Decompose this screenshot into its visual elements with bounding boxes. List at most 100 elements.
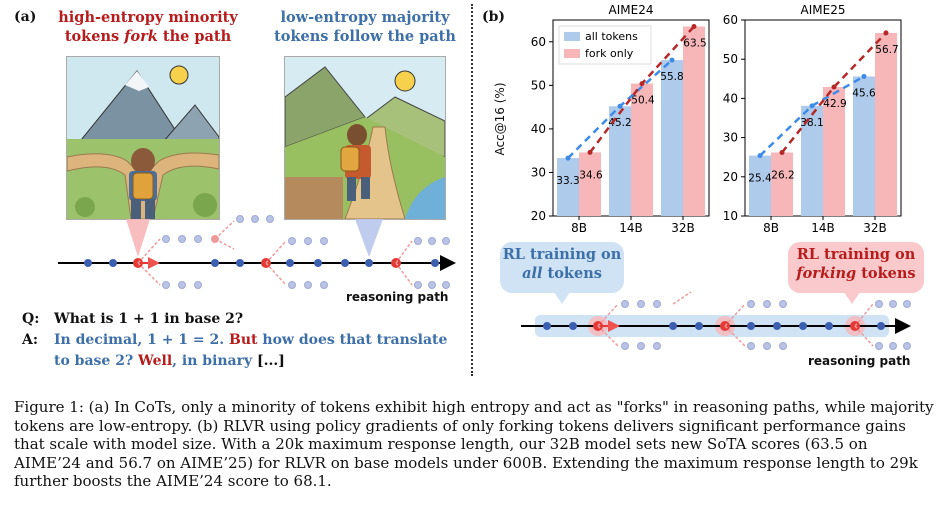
value-label-all: 38.1 [800,117,823,129]
legend-swatch-fork [564,49,580,58]
bar-fork-only [823,87,845,216]
x-tick-label: 32B [671,221,695,235]
bar-fork-only [579,152,601,216]
a-label: A: [22,332,39,348]
value-label-all: 45.6 [852,87,876,99]
path-tokens-a [84,259,439,267]
right-heading-line2: tokens follow the path [274,28,456,45]
legend-label-all: all tokens [585,30,638,43]
right-heading-line1: low-entropy majority [280,9,450,26]
bar-all-tokens [801,105,823,216]
reasoning-path-label-a: reasoning path [346,290,449,304]
trend-point-fork [779,149,785,155]
bar-all-tokens [749,155,771,216]
value-label-fork: 42.9 [823,98,846,110]
bar-all-tokens [853,76,875,216]
legend-label-fork: fork only [585,47,634,60]
legend-swatch-all [564,32,580,41]
trend-point-all [669,57,675,63]
follow-path-illustration [284,56,446,220]
left-heading-line1: high-entropy minority [58,9,238,26]
value-label-fork: 34.6 [579,169,603,181]
y-tick-label: 40 [723,91,738,105]
value-label-all: 25.4 [748,173,772,185]
token-path-diagram-b [521,291,911,350]
question-row: Q: What is 1 + 1 in base 2? [22,309,243,329]
bar-all-tokens [557,158,579,216]
value-label-all: 45.2 [608,117,631,129]
a-line1-part1: In decimal, 1 + 1 = 2. [54,332,230,348]
value-label-fork: 56.7 [875,44,898,56]
value-label-all: 55.8 [660,71,683,83]
follow-spotlight [355,219,383,257]
value-label-fork: 26.2 [771,169,794,181]
a-line2-fork-word: Well [138,353,173,369]
trend-point-fork [831,84,837,90]
a-line1-part2: how does that translate [257,332,448,348]
left-heading-fork: fork [124,28,158,45]
bubble-all-line2: all tokens [500,264,624,283]
token-path-diagram-a [58,215,456,289]
bar-fork-only [875,32,897,216]
chart-title-1: AIME24 [609,3,654,17]
x-tick-label: 8B [571,221,587,235]
bar-fork-only [631,83,653,216]
branch-arrows-a [137,220,413,286]
left-heading-path: the path [157,28,232,45]
trend-point-all [565,155,571,161]
accuracy-charts: AIME24 20 30 40 50 60 33.3 34.6 8B 45.250.4 14B 55.… [531,3,902,235]
x-tick-label: 14B [811,221,835,235]
fork-path-illustration [66,56,220,220]
value-label-fork: 50.4 [631,95,655,107]
right-heading: low-entropy majority tokens follow the p… [265,8,465,46]
left-heading: high-entropy minority tokens fork the pa… [48,8,248,46]
trend-line-fork-only [781,32,887,154]
value-label-all: 33.3 [556,175,579,187]
y-tick-label: 30 [723,131,738,145]
trend-point-fork [883,30,889,36]
value-label-fork: 63.5 [683,38,706,50]
trend-point-fork [639,81,645,87]
x-tick-label: 8B [763,221,779,235]
y-tick-label: 60 [723,13,738,27]
fork-spotlight [126,219,150,257]
bubble-all-tokens: RL training on all tokens [500,242,624,293]
a-line2-part1: to base 2? [54,353,139,369]
bubble-fork-line2: forking tokens [788,264,924,283]
reasoning-path-label-b: reasoning path [808,354,911,368]
y-tick-label: 10 [723,209,738,223]
bubble-all-line1: RL training on [502,246,622,263]
y-tick-label: 40 [531,122,546,136]
y-tick-label: 50 [723,52,738,66]
bubble-all-pointer [554,292,570,304]
answer-row-1: A: In decimal, 1 + 1 = 2. But how does th… [22,330,447,350]
y-tick-label: 20 [723,170,738,184]
bubble-all-tail: tokens [542,265,602,282]
bar-fork-only [771,152,793,216]
trend-point-all [809,103,815,109]
y-tick-label: 50 [531,78,546,92]
bar-all-tokens [609,106,631,216]
a-line1-fork-word: But [229,332,258,348]
trend-point-fork [587,149,593,155]
chart-title-2: AIME25 [801,3,846,17]
panel-b-label: (b) [482,9,506,25]
left-heading-line2: tokens fork the path [48,27,248,46]
bubble-fork-tail: tokens [856,265,916,282]
panel-divider [471,4,473,376]
bubble-fork-pointer [844,292,860,304]
trend-point-fork [691,24,697,30]
bubble-forking-tokens: RL training on forking tokens [788,242,924,293]
figure-caption: Figure 1: (a) In CoTs, only a minority o… [14,398,934,491]
y-tick-label: 20 [531,209,546,223]
trend-point-all [861,73,867,79]
bubble-all-word: all [522,265,543,282]
panel-a-label: (a) [14,9,37,25]
answer-row-2: to base 2? Well, in binary [...] [54,351,285,371]
bubble-fork-word: forking [796,265,857,282]
y-tick-label: 60 [531,35,546,49]
left-heading-tokens: tokens [64,28,125,45]
x-tick-label: 32B [863,221,887,235]
q-label: Q: [22,311,40,327]
y-tick-label: 30 [531,165,546,179]
